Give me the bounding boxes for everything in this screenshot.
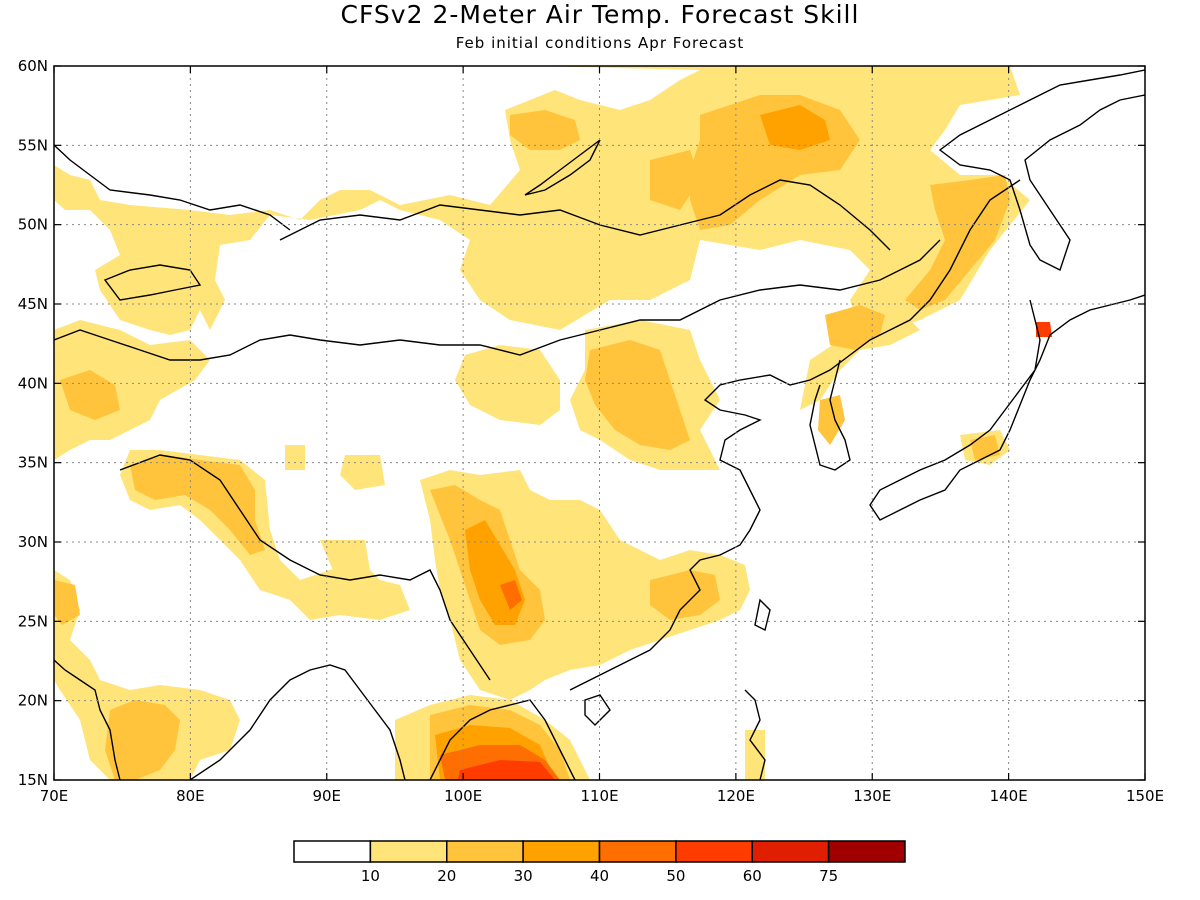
coast-korea	[809, 359, 851, 471]
colorbar-swatch	[751, 840, 830, 863]
lon-tick-label: 80E	[176, 787, 205, 805]
coast-sea-of-okhotsk-west	[569, 179, 1021, 691]
colorbar-swatch	[369, 840, 448, 863]
coast-bay-of-bengal	[189, 664, 406, 780]
skill-region-siberia-west	[510, 110, 700, 210]
skill-region-loess	[585, 340, 690, 450]
colorbar-swatch	[293, 840, 372, 863]
lat-tick-label: 60N	[18, 57, 48, 75]
lon-tick-label: 120E	[717, 787, 755, 805]
map-title: CFSv2 2-Meter Air Temp. Forecast Skill	[340, 0, 860, 29]
lat-tick-label: 20N	[18, 692, 48, 710]
lake-balkhash	[103, 264, 202, 301]
coast-japan	[869, 294, 1145, 521]
colorbar-label: 20	[437, 867, 456, 885]
skill-region-kashmir	[130, 455, 265, 555]
lat-tick-label: 55N	[18, 136, 48, 154]
lat-tick-label: 30N	[18, 533, 48, 551]
skill-region-west	[54, 320, 210, 460]
skill-region-tarim	[455, 345, 560, 425]
axis-ticks	[53, 65, 1146, 781]
lon-tick-label: 90E	[312, 787, 341, 805]
lat-tick-label: 45N	[18, 295, 48, 313]
lat-tick-label: 40N	[18, 374, 48, 392]
lake-baikal	[524, 139, 601, 196]
skill-region-manchuria	[818, 305, 885, 445]
border-tibet	[119, 454, 491, 681]
colorbar-swatch	[675, 840, 753, 863]
skill-region-south-china	[650, 570, 720, 620]
lon-tick-label: 140E	[990, 787, 1028, 805]
lat-tick-label: 15N	[18, 771, 48, 789]
colorbar-label: 10	[361, 867, 380, 885]
colorbar-label: 50	[666, 867, 685, 885]
lat-tick-label: 25N	[18, 612, 48, 630]
colorbar-swatch	[522, 840, 601, 863]
coast-india-west	[54, 659, 121, 780]
skill-region-india-peninsula	[105, 700, 180, 780]
coast-russia-arctic	[938, 69, 1145, 271]
skill-region-india-south	[54, 570, 240, 780]
colorbar-swatch	[446, 840, 524, 863]
coast-hainan	[584, 694, 611, 726]
skill-region-hokkaido	[1036, 322, 1052, 337]
colorbar-label: 40	[590, 867, 609, 885]
coastlines	[54, 69, 1145, 780]
coast-philippines	[744, 689, 766, 780]
map-subtitle: Feb initial conditions Apr Forecast	[455, 34, 745, 52]
skill-region-siberia-peak	[760, 105, 830, 150]
skill-region-west-asia	[54, 370, 120, 625]
border-kazakh-west	[54, 144, 291, 231]
lat-tick-label: 50N	[18, 216, 48, 234]
colorbar-swatch	[598, 840, 677, 863]
skill-region-yunnan	[500, 580, 522, 610]
skill-region-philippines	[745, 730, 765, 780]
border-mongolia-north	[279, 179, 891, 251]
coast-taiwan	[754, 598, 771, 632]
colorbar-label: 60	[743, 867, 762, 885]
coast-indochina	[429, 699, 576, 780]
colorbar: 10 20 30 40 50 60 75	[293, 840, 906, 885]
colorbar-label: 75	[819, 867, 838, 885]
skill-region-northeast	[800, 310, 920, 410]
skill-region-thailand-peak	[458, 760, 555, 780]
lon-tick-label: 130E	[853, 787, 891, 805]
lon-tick-label: 100E	[444, 787, 482, 805]
colorbar-swatch	[827, 840, 906, 863]
lat-tick-label: 35N	[18, 454, 48, 472]
axis-tick-labels: 70E 80E 90E 100E 110E 120E 130E 140E 150E 15N 20N 2…	[18, 57, 1164, 805]
gridlines	[54, 66, 1145, 780]
lon-tick-label: 150E	[1126, 787, 1164, 805]
lon-tick-label: 70E	[40, 787, 69, 805]
border-central-asia	[54, 239, 941, 361]
lon-tick-label: 110E	[580, 787, 618, 805]
colorbar-label: 30	[514, 867, 533, 885]
